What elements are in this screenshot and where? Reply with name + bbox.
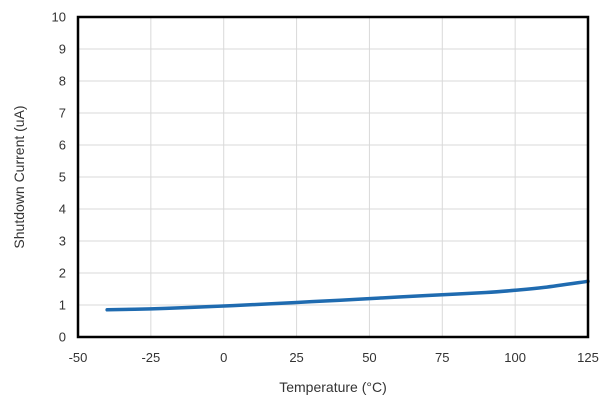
x-tick-label: -25: [141, 350, 160, 365]
y-tick-label: 3: [59, 234, 66, 249]
y-tick-label: 7: [59, 106, 66, 121]
y-tick-label: 10: [52, 10, 66, 25]
y-tick-label: 9: [59, 42, 66, 57]
x-tick-label: 75: [435, 350, 449, 365]
plot-area-border: [76, 15, 590, 339]
x-axis-title: Temperature (°C): [279, 379, 387, 395]
x-tick-label: 25: [289, 350, 303, 365]
y-tick-label: 6: [59, 138, 66, 153]
y-axis-ticks: 0 1 2 3 4 5 6 7 8 9 10: [52, 10, 66, 345]
x-tick-label: 50: [362, 350, 376, 365]
x-tick-label: -50: [69, 350, 88, 365]
y-tick-label: 0: [59, 330, 66, 345]
x-tick-label: 125: [577, 350, 599, 365]
x-tick-label: 100: [504, 350, 526, 365]
y-tick-label: 8: [59, 74, 66, 89]
x-axis-ticks: -50 -25 0 25 50 75 100 125: [69, 350, 599, 365]
y-tick-label: 2: [59, 266, 66, 281]
series-group: [105, 279, 590, 312]
y-tick-label: 5: [59, 170, 66, 185]
series-line: [105, 279, 590, 312]
y-tick-label: 1: [59, 298, 66, 313]
y-axis-title: Shutdown Current (uA): [11, 105, 27, 248]
x-tick-label: 0: [220, 350, 227, 365]
y-tick-label: 4: [59, 202, 66, 217]
